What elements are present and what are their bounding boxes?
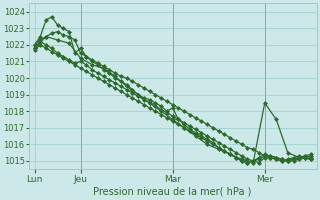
X-axis label: Pression niveau de la mer( hPa ): Pression niveau de la mer( hPa ) bbox=[93, 187, 252, 197]
